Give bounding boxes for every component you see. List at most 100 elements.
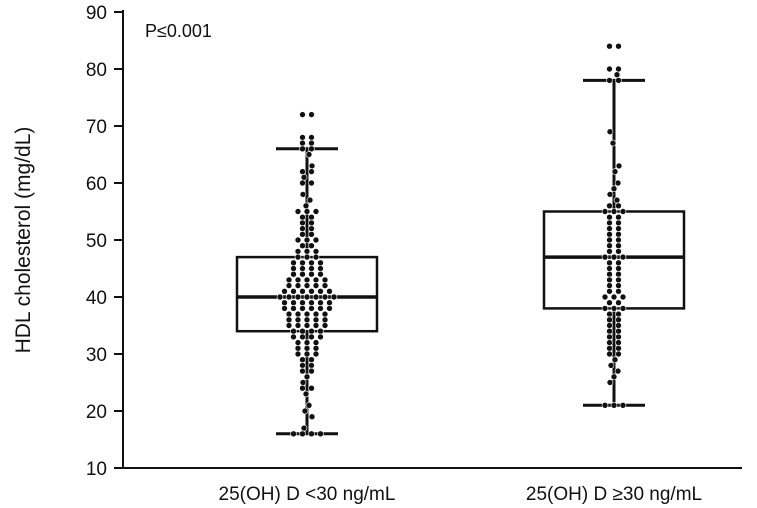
data-point [290, 305, 297, 312]
data-point [303, 316, 311, 324]
data-point [308, 333, 315, 341]
data-point [615, 316, 622, 324]
data-point [294, 248, 302, 255]
data-point [285, 316, 293, 324]
data-point [299, 327, 306, 335]
data-point [303, 373, 311, 381]
data-point [294, 208, 302, 215]
data-point [308, 270, 315, 278]
data-point [299, 191, 307, 198]
data-point [321, 322, 329, 329]
data-point [606, 259, 613, 267]
data-point [317, 287, 324, 295]
y-tick-label: 80 [86, 60, 107, 81]
data-point [615, 339, 622, 346]
data-point [299, 379, 307, 386]
data-point [615, 310, 622, 318]
data-point [610, 185, 618, 192]
data-point [321, 316, 329, 324]
data-point [615, 282, 622, 289]
data-point [606, 287, 613, 295]
data-point [290, 259, 297, 267]
data-point [317, 259, 324, 267]
data-point [299, 367, 306, 375]
data-point [299, 242, 306, 249]
data-point [281, 305, 288, 312]
data-point [299, 225, 306, 232]
data-point [308, 299, 315, 307]
data-point [285, 282, 293, 289]
data-point [308, 430, 315, 438]
data-point [308, 162, 316, 170]
data-point [614, 179, 622, 187]
data-point [294, 350, 302, 358]
data-point [606, 219, 613, 227]
points-group [276, 111, 338, 438]
y-tick-label: 30 [86, 345, 107, 366]
data-point [615, 248, 622, 255]
data-point [610, 373, 618, 381]
data-point [615, 65, 622, 73]
data-point [303, 344, 311, 352]
data-point [308, 356, 315, 364]
data-point [610, 401, 618, 409]
data-point [299, 362, 306, 369]
data-point [290, 265, 297, 272]
data-point [308, 168, 315, 175]
data-point [303, 310, 311, 318]
data-point [302, 390, 310, 398]
data-point [300, 174, 308, 181]
data-point [606, 270, 613, 278]
data-point [615, 276, 622, 284]
data-point [294, 344, 302, 352]
data-point [300, 424, 308, 432]
y-axis-title: HDL cholesterol (mg/dL) [12, 127, 35, 354]
data-point [326, 299, 333, 307]
data-point [606, 65, 613, 73]
data-point [611, 356, 619, 364]
data-point [299, 213, 306, 221]
data-point [615, 213, 622, 221]
data-point [308, 145, 315, 153]
data-point [294, 253, 302, 261]
data-point [610, 293, 618, 301]
data-point [610, 208, 618, 215]
data-point [299, 139, 306, 147]
data-point [317, 299, 324, 307]
data-point [302, 202, 310, 210]
data-point [308, 367, 315, 375]
data-point [611, 168, 619, 175]
data-point [294, 276, 302, 284]
data-point [299, 299, 306, 307]
data-point [615, 344, 622, 352]
data-point [321, 276, 329, 284]
data-point [615, 287, 622, 295]
data-point [299, 430, 306, 438]
data-point [606, 322, 613, 329]
data-point [615, 350, 622, 358]
data-point [317, 265, 324, 272]
x-tick-label: 25(OH) D ≥30 ng/mL [526, 484, 702, 505]
data-point [606, 327, 613, 335]
data-point [308, 111, 315, 118]
data-point [601, 305, 609, 312]
data-point [601, 293, 609, 301]
data-point [317, 327, 324, 335]
data-point [299, 384, 306, 392]
y-tick-label: 70 [86, 117, 107, 138]
data-point [285, 322, 293, 329]
data-point [615, 322, 622, 329]
data-point [317, 430, 324, 438]
data-point [606, 202, 613, 210]
data-point [308, 287, 315, 295]
data-point [326, 305, 333, 312]
data-point [615, 259, 622, 267]
data-point [306, 196, 314, 204]
data-point [303, 253, 311, 261]
data-point [615, 270, 622, 278]
data-point [308, 305, 315, 312]
data-point [606, 236, 613, 244]
data-point [294, 322, 302, 329]
data-point [615, 236, 622, 244]
data-point [312, 236, 320, 244]
